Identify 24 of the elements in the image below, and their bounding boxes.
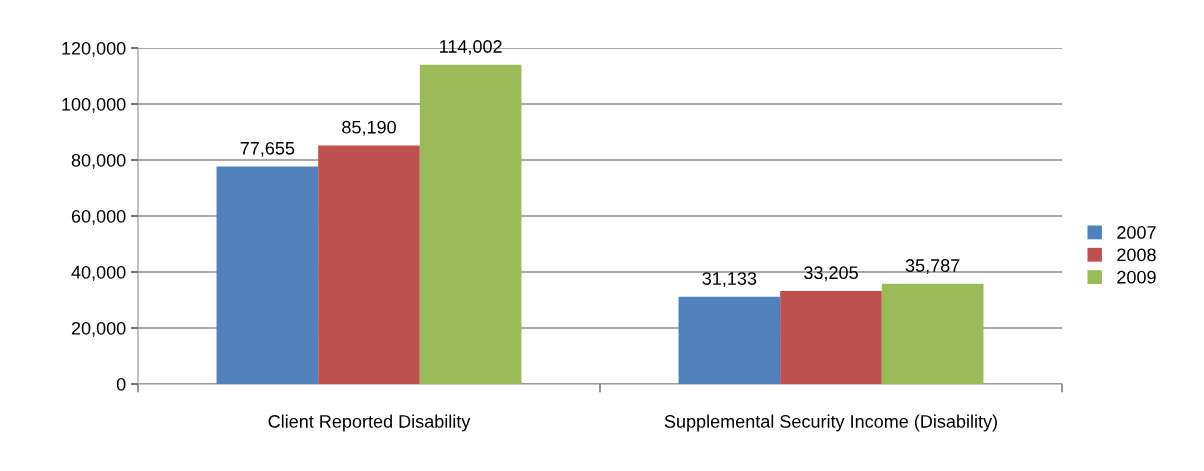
- x-tick-label: Supplemental Security Income (Disability): [664, 414, 997, 432]
- y-tick-label: 60,000: [71, 209, 126, 225]
- data-label: 85,190: [342, 120, 396, 136]
- y-tick-label: 20,000: [71, 321, 126, 337]
- bar: [881, 283, 984, 384]
- y-tick-label: 120,000: [62, 41, 126, 57]
- bar: [780, 291, 882, 384]
- y-tick-label: 80,000: [71, 153, 126, 169]
- y-tick-label: 100,000: [62, 97, 126, 113]
- bar: [419, 64, 522, 384]
- bar: [216, 166, 319, 384]
- y-tick-label: 0: [116, 377, 126, 391]
- bar: [678, 296, 781, 384]
- legend-label: 2009: [1117, 270, 1156, 284]
- y-tick-label: 40,000: [71, 265, 126, 281]
- data-label: 77,655: [240, 141, 295, 157]
- bar: [318, 145, 420, 384]
- x-tick-label: Client Reported Disability: [268, 414, 471, 432]
- data-label: 31,133: [702, 272, 757, 288]
- data-label: 114,002: [440, 40, 502, 56]
- data-label: 35,787: [905, 259, 960, 275]
- legend-label: 2007: [1117, 226, 1156, 239]
- legend-label: 2008: [1117, 248, 1156, 262]
- data-label: 33,205: [804, 266, 858, 282]
